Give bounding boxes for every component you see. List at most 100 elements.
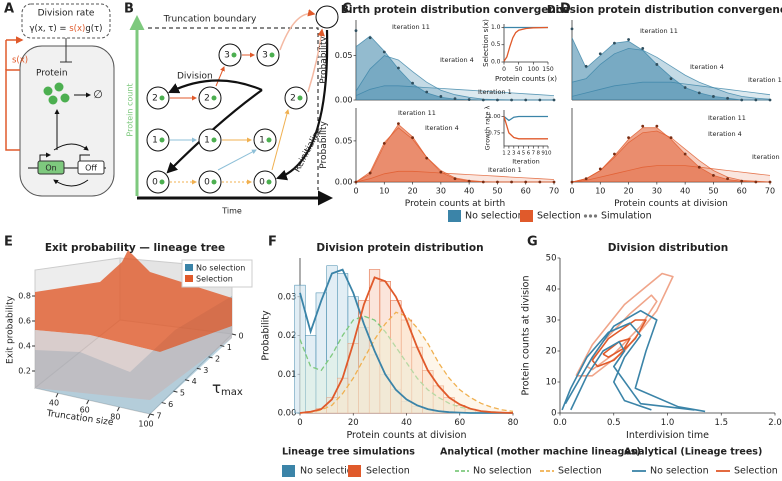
z-tick-label: 2 [215, 354, 220, 363]
node-dot [211, 137, 217, 143]
rate-box [21, 3, 111, 39]
x-tick-label: 0 [502, 66, 506, 73]
simulation-dot [439, 95, 443, 98]
x-tick-label: 150 [542, 66, 554, 73]
simulation-dot [538, 180, 542, 184]
protein-label: Protein [36, 69, 68, 79]
y-axis-label: Probability [319, 121, 329, 169]
node-label: 1 [259, 136, 265, 146]
gene-on-label: On [45, 164, 56, 173]
node-label: 1 [204, 136, 210, 146]
cell-node [218, 43, 242, 67]
simulation-dot [584, 64, 588, 68]
node-dot [266, 137, 272, 143]
surface [35, 250, 232, 352]
legend-label: Selection [537, 211, 581, 222]
x-tick-label: 6 [527, 150, 531, 156]
y-axis-label: Protein count [126, 83, 135, 136]
edge [215, 66, 225, 87]
area-fill [572, 127, 770, 182]
x-tick-label: 5 [522, 150, 526, 156]
legend-title: Analytical (Lineage trees) [624, 447, 762, 458]
x-axis-label: Protein counts at birth [405, 199, 505, 209]
y-tick-label: 50 [546, 254, 557, 264]
contour [564, 309, 706, 413]
simulation-dot [740, 179, 744, 183]
y-tick-label: 40 [546, 285, 557, 295]
x-tick [86, 399, 90, 405]
x-tick-label: 80 [508, 418, 519, 428]
y-tick-label: 0.4 [18, 342, 31, 351]
z-tick-label: 7 [156, 412, 161, 421]
chart-title: Division protein distribution [316, 242, 483, 254]
x-axis-label: Interdivision time [626, 430, 709, 441]
exit-arrow [307, 28, 325, 93]
x-tick-label: 70 [765, 187, 775, 196]
node-label: 3 [262, 51, 268, 61]
contour [591, 319, 647, 368]
x-tick-label: 7 [532, 150, 536, 156]
x-tick-label: 10 [379, 187, 389, 196]
cell-node [146, 170, 170, 194]
x-tick [147, 413, 151, 419]
z-symbol: τ [212, 379, 221, 397]
simulation-dot [510, 98, 513, 102]
legend-title: Lineage tree simulations [282, 447, 415, 458]
legend-label: No selection [473, 466, 532, 477]
legend-fg: Lineage tree simulations No selection Sele… [282, 447, 778, 477]
node-label: 1 [152, 136, 158, 146]
z-tick-label: 1 [227, 343, 232, 352]
cell-node [253, 170, 277, 194]
simulation-dot [496, 180, 499, 184]
node-label: 2 [204, 94, 210, 104]
simulation-dot [768, 98, 772, 102]
node-dot [159, 179, 165, 185]
legend-dot [593, 214, 598, 218]
y-tick-label: 0.05 [335, 51, 353, 60]
y-axis-label: Growth rate λ [484, 105, 492, 150]
density-line [571, 127, 770, 183]
node-label: 3 [224, 51, 230, 61]
node-dot [159, 137, 165, 143]
legend-cd: No selection Selection Simulation [448, 210, 652, 222]
simulation-dot [627, 136, 630, 140]
simulation-dot [584, 177, 588, 181]
simulation-dot [552, 98, 556, 102]
panel-letter: A [4, 2, 14, 17]
simulation-dot [510, 180, 513, 184]
formula-part: g(τ) [85, 24, 102, 34]
annotation: Iteration 1 [752, 153, 782, 161]
legend-swatch [448, 210, 461, 222]
z-tick [185, 379, 190, 382]
rate-formula: γ(x, τ) = s(x)g(τ) [30, 24, 103, 34]
x-tick-label: 100 [528, 66, 540, 73]
simulation-dot [467, 179, 471, 183]
simulation-dot [411, 136, 414, 140]
cell-node [284, 86, 308, 110]
x-tick-label: 30 [652, 187, 662, 196]
y-tick-label: 0.00 [335, 96, 353, 105]
y-tick-label: 0.0 [491, 59, 501, 66]
simulation-dot [453, 97, 457, 101]
division-arrow [166, 89, 263, 174]
x-axis-label: Time [221, 207, 242, 216]
annotation: Iteration 11 [708, 114, 746, 122]
annotation: Iteration 1 [478, 88, 512, 96]
simulation-dot [425, 90, 429, 94]
chart-title: Division distribution [608, 242, 728, 254]
contour [561, 322, 652, 411]
legend-label: Selection [734, 466, 778, 477]
simulation-dot [570, 27, 574, 31]
x-tick-label: 60 [521, 187, 531, 196]
node-dot [297, 95, 303, 101]
z-tick [196, 367, 201, 370]
node-dot [211, 95, 217, 101]
legend-swatch [282, 465, 295, 477]
simulation-dot [354, 29, 358, 33]
inset-bg [503, 109, 549, 146]
curve [299, 276, 514, 414]
x-tick-label: 2.0 [768, 418, 782, 428]
panel-a: Division rate γ(x, τ) = s(x)g(τ) s(x) Pr… [5, 3, 115, 197]
line [503, 116, 548, 140]
protein-dot [43, 86, 53, 96]
